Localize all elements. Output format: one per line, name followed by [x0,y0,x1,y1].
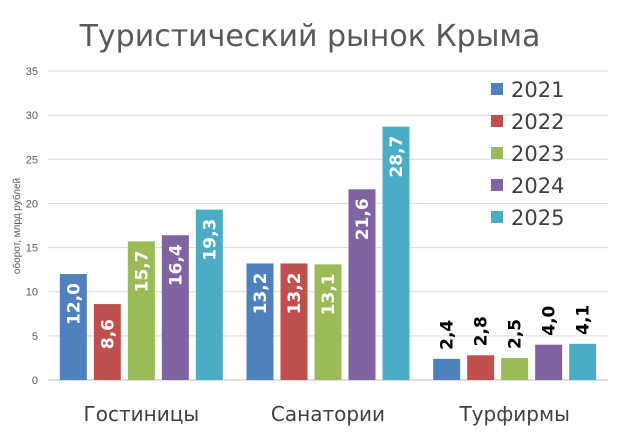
data-label: 12,0 [64,283,84,325]
y-tick-label: 15 [26,243,38,255]
y-tick-label: 20 [26,198,38,210]
bar [535,344,563,380]
legend-label: 2025 [511,206,564,230]
bar [314,264,342,380]
category-label: Санатории [271,402,385,426]
legend-swatch [491,115,503,127]
bar [59,274,87,380]
category-label: Гостиницы [84,402,200,426]
y-axis-label: оборот, млрд рублей [11,178,23,274]
y-tick-label: 30 [26,110,38,122]
data-label: 15,7 [132,250,152,292]
y-tick-label: 5 [32,331,38,343]
data-labels: 12,0 8,6 15,7 16,4 19,3 13,2 13,2 13,1 21,6 28,7 2… [64,136,593,350]
bar [280,263,308,380]
legend-label: 2024 [511,174,564,198]
legend: 2021 2022 2023 2024 2025 [491,78,564,230]
data-label: 28,7 [387,136,407,178]
bar [501,357,529,380]
y-axis-ticks: 0 5 10 15 20 25 30 35 [26,66,38,387]
legend-label: 2022 [511,110,564,134]
legend-label: 2021 [511,78,564,102]
bar [127,241,155,380]
data-label: 2,8 [472,316,492,346]
legend-swatch [491,83,503,95]
data-label: 13,1 [319,273,339,315]
bars [59,126,597,381]
bar [161,235,189,380]
bar [467,355,495,380]
bar [246,263,274,380]
data-label: 2,4 [438,320,458,350]
data-label: 8,6 [98,319,118,349]
data-label: 16,4 [166,244,186,286]
legend-label: 2023 [511,142,564,166]
y-tick-label: 10 [26,287,38,299]
bar [382,126,410,381]
legend-swatch [491,211,503,223]
bar [348,189,376,380]
y-tick-label: 0 [32,375,38,387]
bar [93,304,121,380]
data-label: 2,5 [506,319,526,349]
bar [569,343,597,380]
data-label: 13,2 [285,272,305,314]
category-label: Турфирмы [458,402,569,426]
legend-swatch [491,179,503,191]
data-label: 19,3 [200,219,220,261]
bar [433,358,461,380]
y-tick-label: 25 [26,154,38,166]
y-tick-label: 35 [26,66,38,78]
data-label: 4,0 [540,305,560,335]
bar [195,209,223,380]
legend-swatch [491,147,503,159]
data-label: 13,2 [251,272,271,314]
x-axis-categories: Гостиницы Санатории Турфирмы [84,402,570,426]
data-label: 21,6 [353,198,373,240]
chart-title: Туристический рынок Крыма [79,19,541,54]
data-label: 4,1 [574,305,594,335]
